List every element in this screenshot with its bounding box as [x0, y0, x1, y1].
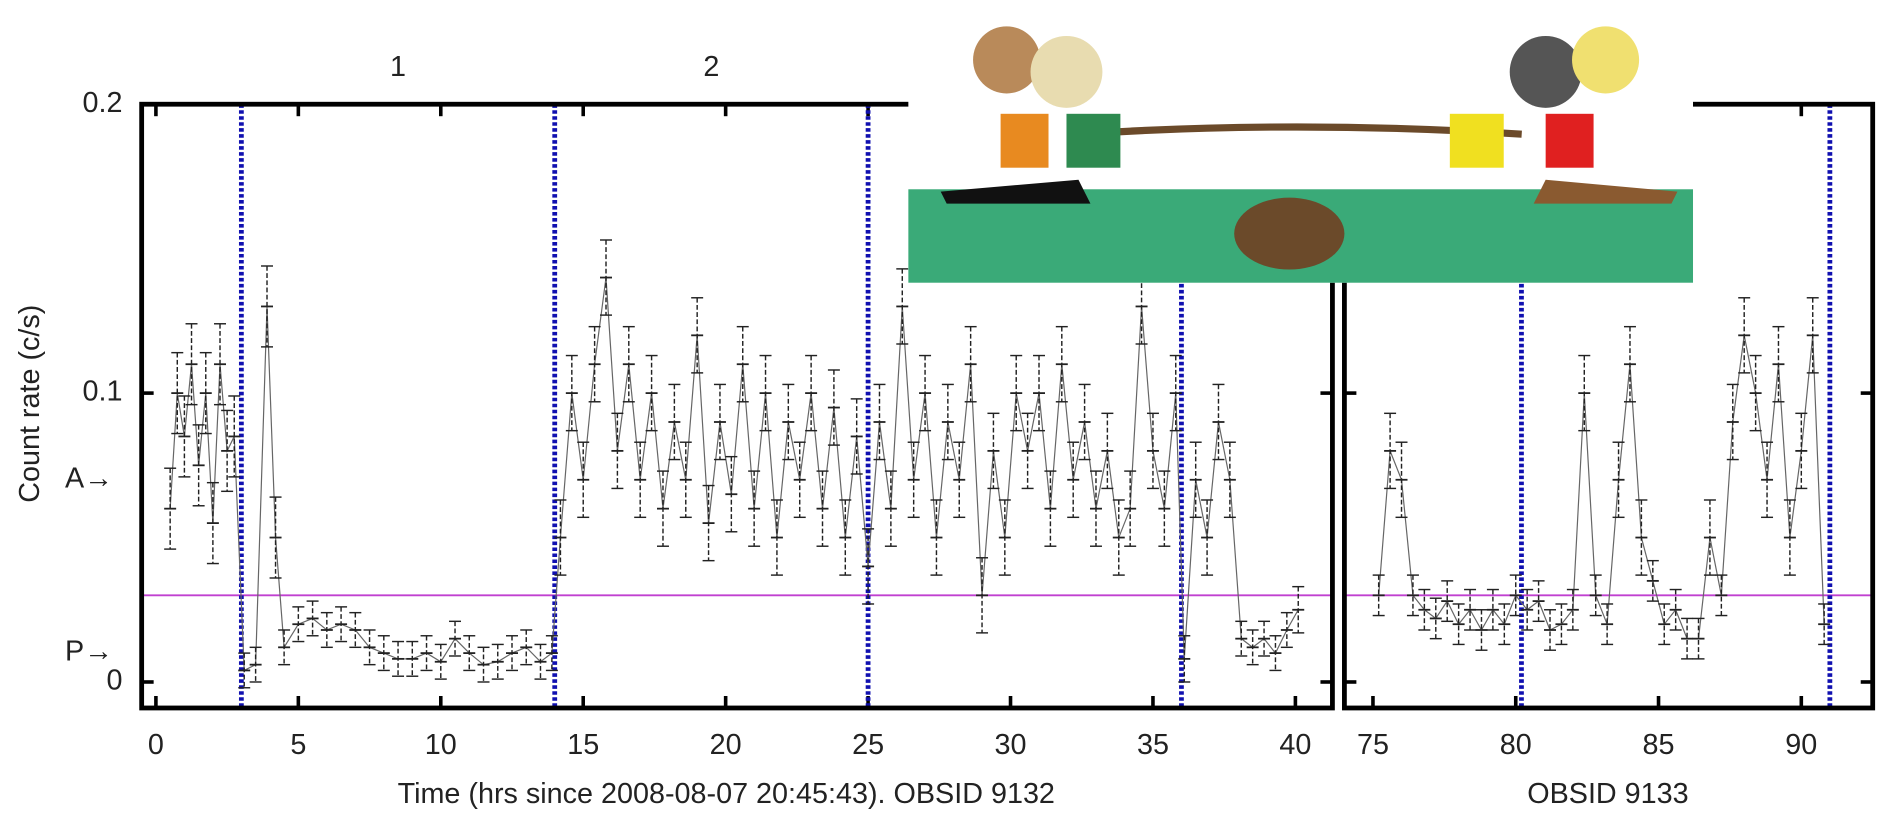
x-tick-label: 5: [290, 729, 306, 761]
figure: [1066, 113, 1121, 168]
y-tick-label: 0.1: [83, 376, 123, 408]
x-tick-label: 25: [852, 729, 884, 761]
x-tick-label: 80: [1500, 729, 1532, 761]
figure: [1509, 35, 1582, 108]
x-tick-label: 75: [1357, 729, 1389, 761]
x-axis-label: Time (hrs since 2008-08-07 20:45:43). OB…: [398, 778, 1055, 810]
x-tick-label: 40: [1279, 729, 1311, 761]
x-tick-label: 10: [425, 729, 457, 761]
x-tick-label: 15: [567, 729, 599, 761]
x-tick-label: 85: [1643, 729, 1675, 761]
y-marker: P→: [65, 636, 113, 668]
figure: [1030, 35, 1103, 108]
segment-label: 2: [703, 51, 719, 83]
y-axis-label: Count rate (c/s): [14, 305, 46, 503]
y-marker: A→: [65, 462, 113, 494]
figure: [1572, 26, 1640, 94]
foot: [940, 179, 1091, 204]
cartoon: [908, 0, 1694, 283]
foot: [1533, 179, 1678, 204]
figure: [973, 26, 1041, 94]
figure: [1000, 113, 1049, 168]
x-tick-label: 35: [1137, 729, 1169, 761]
x-axis-label: OBSID 9133: [1527, 778, 1688, 810]
y-tick-label: 0: [107, 665, 123, 697]
x-tick-label: 30: [995, 729, 1027, 761]
hole: [1234, 197, 1345, 270]
figure: [1545, 113, 1594, 168]
light-curve: [1378, 335, 1825, 640]
segment-label: 1: [390, 51, 406, 83]
light-curve: [169, 277, 1299, 672]
x-tick-label: 20: [710, 729, 742, 761]
plot-frame: [139, 101, 1335, 711]
figure: [1449, 113, 1504, 168]
x-tick-label: 90: [1785, 729, 1817, 761]
x-tick-label: 0: [148, 729, 164, 761]
y-tick-label: 0.2: [83, 87, 123, 119]
